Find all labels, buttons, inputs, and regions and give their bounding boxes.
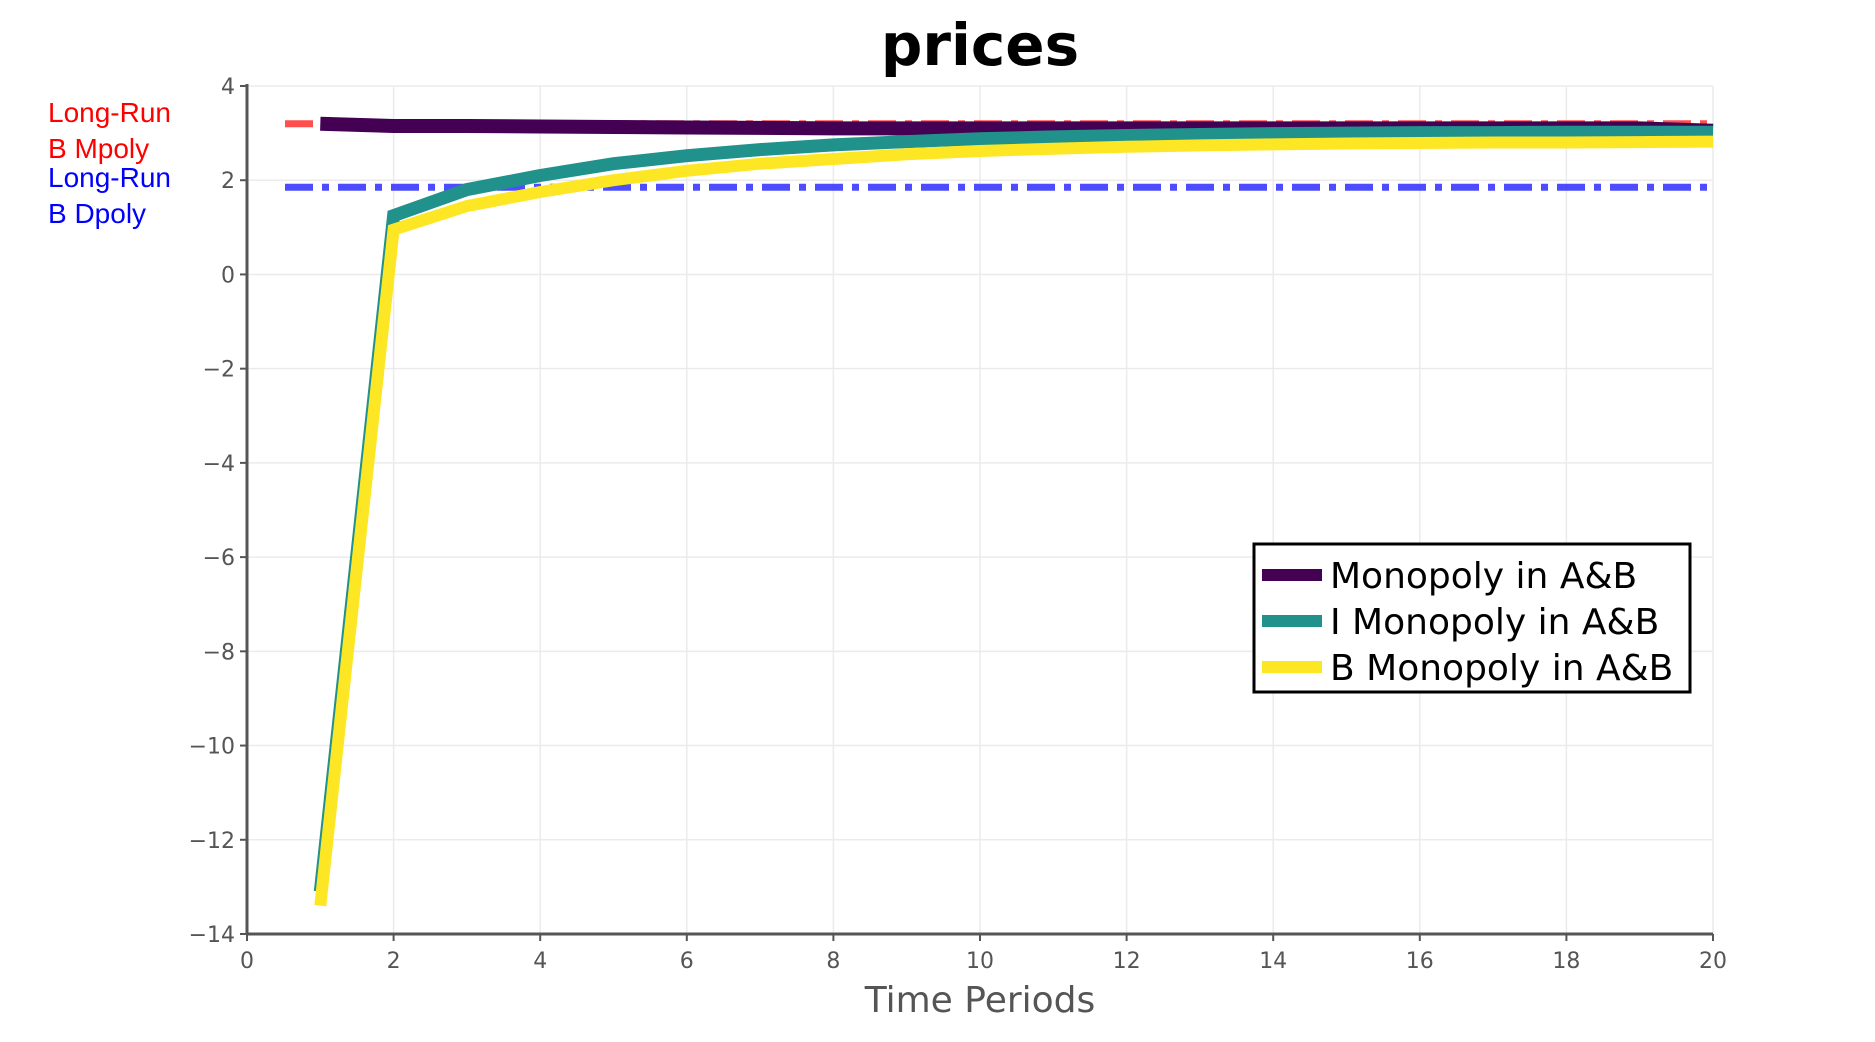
y-tick-label: −14 xyxy=(189,923,235,948)
x-tick-label: 14 xyxy=(1259,949,1287,974)
legend-entry: I Monopoly in A&B xyxy=(1330,602,1659,643)
x-tick-label: 4 xyxy=(533,949,547,974)
y-tick-label: 0 xyxy=(221,263,235,288)
x-tick-label: 20 xyxy=(1699,949,1727,974)
chart-title: prices xyxy=(881,11,1079,79)
x-tick-label: 10 xyxy=(966,949,994,974)
legend-box xyxy=(1252,542,1692,694)
series-line-3 xyxy=(314,135,1714,907)
legend-entry: B Monopoly in A&B xyxy=(1330,648,1673,689)
y-tick-label: 2 xyxy=(221,169,235,194)
x-tick-label: 12 xyxy=(1113,949,1141,974)
x-tick-label: 2 xyxy=(387,949,401,974)
y-tick-label: 4 xyxy=(221,75,235,100)
y-tick-label: −6 xyxy=(203,546,235,571)
y-tick-label: −8 xyxy=(203,640,235,665)
series-line-2 xyxy=(313,125,1713,893)
y-tick-label: −12 xyxy=(189,829,235,854)
legend-entry: Monopoly in A&B xyxy=(1330,556,1637,597)
x-tick-label: 8 xyxy=(826,949,840,974)
x-tick-label: 16 xyxy=(1406,949,1434,974)
reference-label-line1: Long-Run xyxy=(48,162,171,193)
grid xyxy=(246,85,1714,935)
x-tick-label: 6 xyxy=(680,949,694,974)
x-axis-label: Time Periods xyxy=(864,980,1096,1021)
axes xyxy=(240,84,1714,941)
reference-label-line2: B Dpoly xyxy=(48,198,146,229)
reference-label-line2: B Mpoly xyxy=(48,133,149,164)
x-tick-label: 0 xyxy=(240,949,254,974)
x-tick-label: 18 xyxy=(1552,949,1580,974)
y-tick-label: −2 xyxy=(203,358,235,383)
y-tick-label: −4 xyxy=(203,452,235,477)
y-tick-label: −10 xyxy=(189,735,235,760)
reference-label-line1: Long-Run xyxy=(48,97,171,128)
legend: Monopoly in A&B I Monopoly in A&B B Monopo… xyxy=(1252,542,1692,694)
series-lines xyxy=(313,116,1714,907)
